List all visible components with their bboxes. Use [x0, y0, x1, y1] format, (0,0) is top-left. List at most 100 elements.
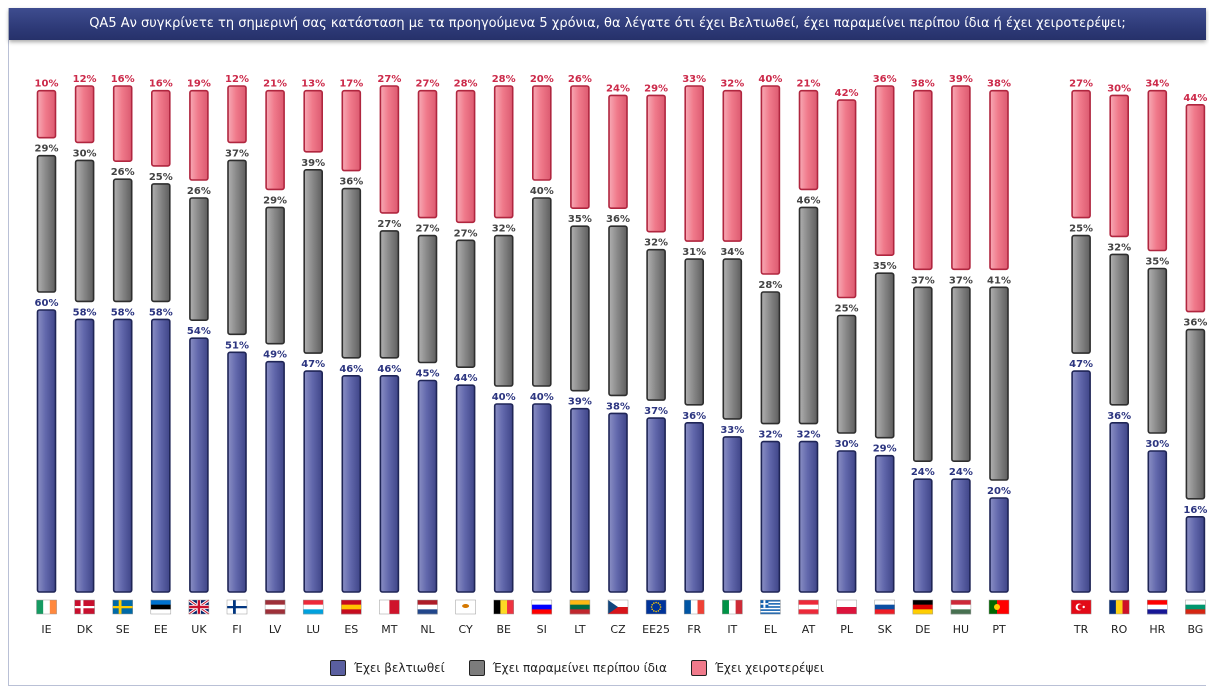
- bar-worse-be: [493, 85, 514, 219]
- bar-same-ie: [36, 154, 57, 293]
- flag-icon-ee: [150, 599, 172, 615]
- label-worse-be: 28%: [492, 74, 516, 85]
- label-same-fi: 37%: [225, 148, 249, 159]
- label-improved-hu: 24%: [949, 467, 973, 478]
- label-worse-bg: 44%: [1183, 93, 1207, 104]
- bar-improved-ie: [36, 309, 57, 593]
- bar-same-sk: [874, 272, 895, 439]
- bar-same-cy: [455, 239, 476, 369]
- flag-icon-mt: [379, 599, 400, 615]
- bar-same-fi: [227, 159, 247, 336]
- bar-worse-pt: [989, 89, 1009, 271]
- label-worse-ee: 16%: [149, 79, 173, 90]
- label-same-bg: 36%: [1183, 318, 1207, 329]
- legend-swatch-worse: [690, 660, 707, 676]
- category-label-lu: LU: [306, 623, 320, 636]
- legend-item-improved: Έχει βελτιωθεί: [330, 660, 445, 676]
- category-label-ee25: EE25: [642, 623, 670, 636]
- label-worse-mt: 27%: [377, 74, 401, 85]
- label-worse-ie: 10%: [35, 79, 59, 90]
- legend-item-worse: Έχει χειροτερέψει: [690, 660, 824, 676]
- legend: Έχει βελτιωθεί Έχει παραμείνει περίπου ί…: [330, 657, 848, 679]
- bar-worse-hr: [1147, 89, 1168, 252]
- bar-improved-cy: [455, 384, 476, 593]
- bar-worse-fr: [684, 85, 705, 242]
- bar-improved-it: [722, 436, 743, 593]
- label-improved-lv: 49%: [263, 350, 287, 361]
- label-improved-nl: 45%: [416, 369, 440, 380]
- category-label-sk: SK: [878, 623, 893, 636]
- bar-same-uk: [189, 197, 209, 321]
- label-same-lv: 29%: [263, 195, 287, 206]
- category-label-ee: EE: [154, 623, 168, 636]
- label-worse-el: 40%: [758, 74, 782, 85]
- label-same-it: 34%: [720, 247, 744, 258]
- flag-icon-sk: [874, 599, 895, 615]
- label-same-pt: 41%: [987, 275, 1011, 286]
- bar-same-de: [912, 286, 933, 462]
- category-label-lv: LV: [269, 623, 282, 636]
- bar-same-es: [341, 187, 362, 359]
- flag-icon-lv: [264, 599, 286, 615]
- flag-icon-hr: [1147, 599, 1168, 615]
- flag-icon-tr: [1070, 599, 1092, 615]
- bar-worse-at: [798, 89, 819, 191]
- flag-icon-nl: [417, 599, 438, 615]
- label-same-tr: 25%: [1069, 224, 1093, 235]
- label-worse-fi: 12%: [225, 74, 249, 85]
- category-label-pt: PT: [992, 623, 1006, 636]
- bar-same-mt: [379, 230, 400, 359]
- category-label-fi: FI: [232, 623, 242, 636]
- flag-icon-pl: [836, 599, 857, 615]
- category-label-at: AT: [802, 623, 816, 636]
- label-improved-be: 40%: [492, 392, 516, 403]
- flag-icon-it: [722, 599, 743, 615]
- bar-improved-tr: [1071, 370, 1091, 593]
- label-improved-dk: 58%: [73, 307, 97, 318]
- bar-same-lv: [265, 206, 285, 345]
- label-improved-lt: 39%: [568, 397, 592, 408]
- bar-same-be: [493, 234, 514, 387]
- bar-improved-el: [760, 440, 781, 593]
- label-worse-hu: 39%: [949, 74, 973, 85]
- bar-same-at: [798, 206, 819, 425]
- bar-worse-lv: [265, 89, 285, 191]
- label-improved-sk: 29%: [873, 444, 897, 455]
- category-label-es: ES: [344, 623, 358, 636]
- bar-improved-bg: [1185, 515, 1206, 593]
- bar-worse-lu: [303, 89, 324, 153]
- label-improved-de: 24%: [911, 467, 935, 478]
- legend-label-improved: Έχει βελτιωθεί: [354, 661, 445, 675]
- label-improved-pl: 30%: [835, 439, 859, 450]
- flag-icon-fr: [683, 599, 705, 615]
- label-worse-ee25: 29%: [644, 83, 668, 94]
- bar-same-bg: [1185, 328, 1206, 500]
- legend-item-same: Έχει παραμείνει περίπου ίδια: [468, 660, 667, 676]
- bar-worse-ee: [151, 89, 171, 167]
- bar-same-ee: [151, 183, 171, 303]
- bar-improved-uk: [189, 337, 209, 593]
- bar-same-hu: [951, 286, 971, 462]
- bar-improved-es: [341, 374, 362, 593]
- label-same-fr: 31%: [682, 247, 706, 258]
- label-improved-ee25: 37%: [644, 406, 668, 417]
- label-same-dk: 30%: [73, 148, 97, 159]
- legend-swatch-improved: [330, 660, 346, 676]
- label-worse-lu: 13%: [301, 79, 325, 90]
- bar-same-dk: [74, 159, 95, 303]
- category-label-lt: LT: [574, 623, 586, 636]
- category-label-si: SI: [537, 623, 547, 636]
- bar-improved-pt: [989, 497, 1009, 593]
- bar-worse-se: [112, 85, 133, 162]
- flag-icon-lt: [569, 599, 591, 615]
- bar-worse-sk: [874, 85, 895, 256]
- label-worse-dk: 12%: [73, 74, 97, 85]
- bar-same-hr: [1147, 267, 1168, 434]
- label-improved-el: 32%: [758, 430, 782, 441]
- bar-worse-hu: [951, 85, 971, 271]
- bar-worse-ie: [36, 89, 57, 139]
- flag-icon-de: [912, 599, 934, 615]
- flag-icon-pt: [988, 599, 1010, 615]
- label-worse-tr: 27%: [1069, 79, 1093, 90]
